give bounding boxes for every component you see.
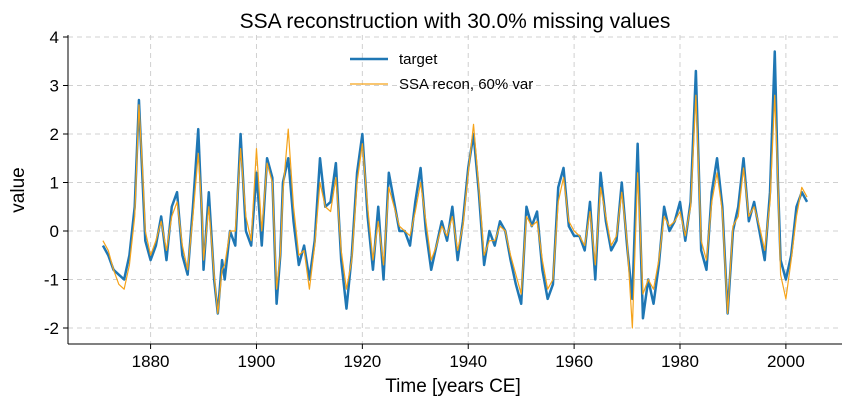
x-tick-label: 1900 (238, 352, 276, 371)
y-tick-label: -1 (44, 270, 59, 289)
y-tick-label: 1 (50, 173, 59, 192)
chart-title: SSA reconstruction with 30.0% missing va… (240, 10, 671, 33)
x-tick-label: 1920 (343, 352, 381, 371)
x-tick-label: 1980 (661, 352, 699, 371)
data-line (102, 94, 808, 329)
y-tick-label: 4 (50, 28, 59, 47)
x-tick-label: 1880 (132, 352, 170, 371)
x-tick-label: 2000 (767, 352, 805, 371)
x-tick-label: 1940 (449, 352, 487, 371)
legend-label: target (399, 51, 438, 68)
y-axis-label: value (8, 167, 29, 212)
y-tick-label: 3 (50, 76, 59, 95)
x-tick-label: 1960 (555, 352, 593, 371)
y-tick-label: 2 (50, 125, 59, 144)
legend-label: SSA recon, 60% var (399, 76, 533, 93)
x-axis-label: Time [years CE] (385, 376, 521, 397)
y-tick-label: -2 (44, 319, 59, 338)
y-tick-label: 0 (50, 222, 59, 241)
